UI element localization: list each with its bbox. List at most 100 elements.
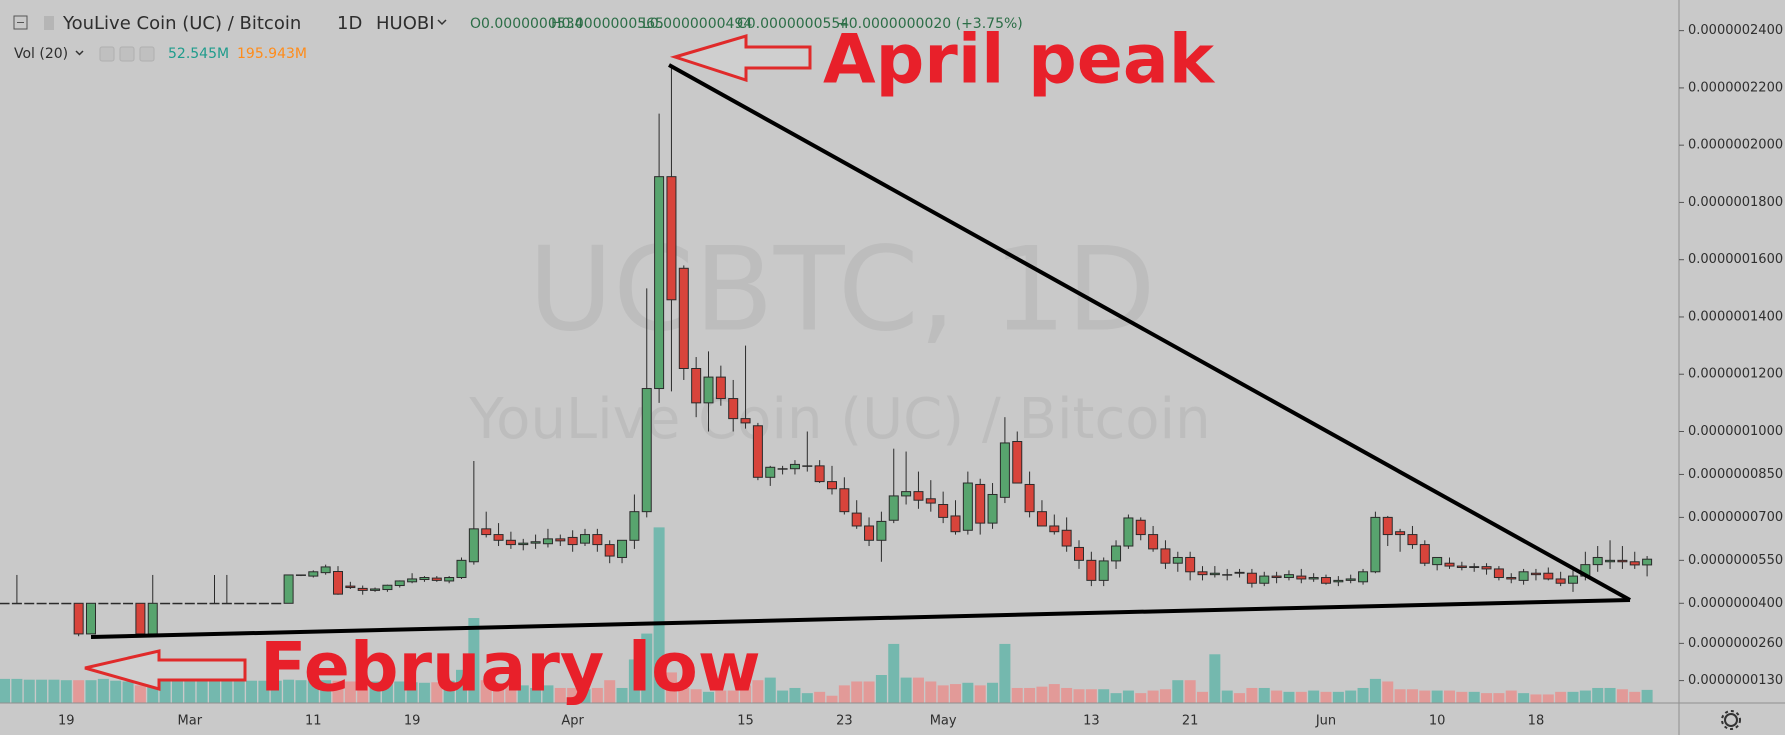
- trend-line-bottom: [90, 598, 1631, 639]
- volume-bar: [690, 689, 702, 704]
- volume-bar: [134, 685, 146, 704]
- volume-bar: [307, 680, 319, 704]
- volume-bar: [1481, 693, 1493, 704]
- volume-bar: [1332, 691, 1344, 704]
- volume-bar: [1431, 690, 1443, 704]
- trend-line-top: [668, 63, 1631, 602]
- exchange-chevron[interactable]: [437, 19, 447, 26]
- candle-body: [110, 602, 121, 605]
- candle-body: [580, 534, 590, 544]
- candle-body: [419, 577, 430, 581]
- candle-body: [604, 544, 615, 557]
- exchange[interactable]: HUOBI: [376, 13, 435, 34]
- candle-body: [197, 602, 208, 605]
- candle-body: [1568, 575, 1578, 584]
- volume-name[interactable]: Vol (20): [14, 46, 68, 62]
- candle-body: [617, 539, 628, 558]
- candle-body: [1555, 578, 1566, 584]
- x-tick-label: 19: [58, 714, 75, 729]
- volume-bar: [0, 678, 11, 704]
- volume-bar: [863, 681, 875, 704]
- volume-bar: [1308, 690, 1320, 704]
- y-tick-label: 0.0000001800: [1688, 195, 1783, 210]
- settings-icon[interactable]: [1724, 713, 1738, 727]
- volume-bar: [1369, 678, 1381, 704]
- candle-body: [629, 511, 640, 541]
- candle-body: [1160, 548, 1171, 564]
- ohlc-low: L0.0000000494: [642, 16, 752, 32]
- icon-button[interactable]: [99, 46, 115, 62]
- y-tick-label: 0.0000000700: [1688, 510, 1783, 525]
- volume-bar: [110, 680, 122, 704]
- volume-bar: [950, 684, 961, 704]
- collapse-icon[interactable]: [13, 15, 28, 30]
- candle-body: [1605, 559, 1616, 563]
- x-tick-label: 21: [1182, 714, 1199, 729]
- candle-body: [654, 176, 665, 390]
- candle-body: [592, 534, 603, 546]
- candle-body: [678, 267, 689, 369]
- candle-body: [938, 504, 949, 518]
- volume-bar: [764, 677, 776, 704]
- volume-bar: [851, 681, 863, 704]
- candle-body: [1123, 517, 1134, 547]
- candle-body: [48, 602, 59, 605]
- volume-bar: [184, 680, 196, 704]
- candle-body: [1395, 531, 1406, 536]
- volume-bar: [122, 681, 134, 704]
- volume-bar: [974, 685, 986, 704]
- y-tick-label: 0.0000001200: [1688, 367, 1783, 382]
- x-tick-label: Mar: [178, 714, 203, 729]
- candle-body: [666, 176, 677, 301]
- candle-body: [246, 602, 257, 605]
- volume-bar: [258, 680, 270, 704]
- y-tick-label: 0.0000000260: [1688, 636, 1783, 651]
- volume-chevron[interactable]: [75, 50, 84, 56]
- volume-bar: [628, 659, 640, 704]
- volume-bar: [406, 682, 418, 704]
- volume-bar: [1604, 687, 1616, 704]
- volume-bar: [1234, 693, 1246, 704]
- candle-body: [975, 483, 986, 524]
- candle-body: [752, 425, 763, 478]
- x-tick-label: 15: [737, 714, 754, 729]
- interval[interactable]: 1D: [337, 13, 362, 34]
- volume-bar: [1530, 694, 1542, 704]
- volume-layer: [0, 527, 1653, 704]
- candle-body: [999, 442, 1010, 498]
- candle-body: [1185, 556, 1196, 573]
- symbol-title[interactable]: YouLive Coin (UC) / Bitcoin: [62, 13, 301, 34]
- candle-body: [1111, 545, 1122, 562]
- candle-body: [802, 465, 813, 467]
- candle-body: [1172, 556, 1183, 564]
- volume-bar: [604, 680, 616, 704]
- icon-button[interactable]: [119, 46, 135, 62]
- candle-body: [468, 528, 479, 563]
- volume-bar: [789, 687, 801, 704]
- candle-body: [839, 488, 850, 513]
- candle-body: [962, 482, 973, 531]
- candle-body: [1049, 525, 1060, 533]
- candle-body: [827, 481, 837, 490]
- ohlc-close: C0.0000000554: [737, 16, 849, 32]
- candle-body: [703, 376, 714, 404]
- volume-bar: [1629, 691, 1641, 704]
- volume-bar: [1542, 694, 1554, 704]
- icon-button[interactable]: [139, 46, 155, 62]
- volume-bar: [1382, 681, 1394, 704]
- volume-bar: [1184, 680, 1196, 704]
- candle-body: [172, 602, 183, 605]
- candle-body: [1259, 575, 1270, 584]
- volume-bar: [431, 682, 443, 704]
- volume-bar: [221, 681, 233, 704]
- candle-body: [481, 528, 492, 536]
- candle-body: [691, 368, 702, 404]
- candle-body: [258, 602, 269, 605]
- volume-current: 52.545M: [168, 46, 229, 62]
- candle-body: [1407, 534, 1418, 546]
- candle-body: [36, 602, 47, 605]
- candle-body: [567, 536, 578, 546]
- y-tick-label: 0.0000002400: [1688, 23, 1783, 38]
- volume-bar: [320, 680, 332, 704]
- volume-bar: [1271, 690, 1283, 704]
